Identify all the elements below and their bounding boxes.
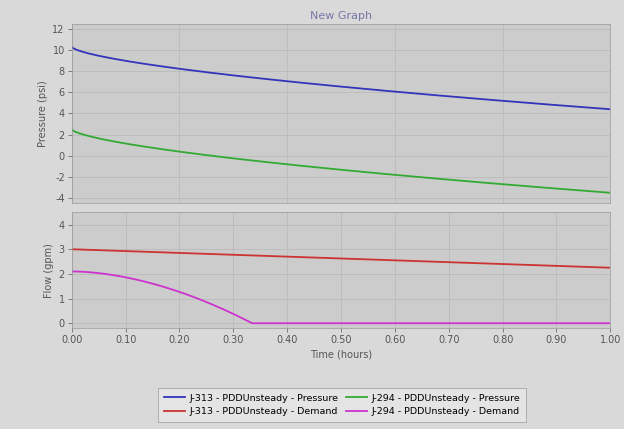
J-294 - PDDUnsteady - Demand bbox=[325, 320, 333, 326]
J-294 - PDDUnsteady - Pressure bbox=[68, 127, 76, 132]
J-313 - PDDUnsteady - Demand bbox=[389, 258, 396, 263]
Y-axis label: Pressure (psi): Pressure (psi) bbox=[38, 80, 48, 147]
J-294 - PDDUnsteady - Demand bbox=[361, 320, 368, 326]
Line: J-294 - PDDUnsteady - Pressure: J-294 - PDDUnsteady - Pressure bbox=[72, 129, 610, 193]
J-313 - PDDUnsteady - Pressure bbox=[389, 89, 396, 94]
J-294 - PDDUnsteady - Pressure bbox=[593, 189, 601, 194]
J-313 - PDDUnsteady - Demand bbox=[68, 247, 76, 252]
J-313 - PDDUnsteady - Pressure bbox=[607, 107, 614, 112]
Title: New Graph: New Graph bbox=[310, 12, 372, 21]
J-294 - PDDUnsteady - Demand bbox=[328, 320, 336, 326]
J-313 - PDDUnsteady - Demand bbox=[593, 265, 601, 270]
J-294 - PDDUnsteady - Pressure bbox=[389, 172, 396, 177]
J-294 - PDDUnsteady - Demand bbox=[250, 320, 257, 326]
J-313 - PDDUnsteady - Demand bbox=[359, 257, 367, 262]
Legend: J-313 - PDDUnsteady - Pressure, J-313 - PDDUnsteady - Demand, J-294 - PDDUnstead: J-313 - PDDUnsteady - Pressure, J-313 - … bbox=[158, 388, 526, 422]
J-294 - PDDUnsteady - Demand bbox=[389, 320, 397, 326]
J-294 - PDDUnsteady - Pressure bbox=[509, 182, 517, 187]
X-axis label: Time (hours): Time (hours) bbox=[310, 349, 372, 360]
J-313 - PDDUnsteady - Pressure bbox=[68, 44, 76, 49]
J-294 - PDDUnsteady - Pressure bbox=[327, 166, 334, 171]
Line: J-313 - PDDUnsteady - Demand: J-313 - PDDUnsteady - Demand bbox=[72, 249, 610, 268]
J-313 - PDDUnsteady - Pressure bbox=[359, 86, 367, 91]
J-294 - PDDUnsteady - Demand bbox=[607, 320, 614, 326]
Y-axis label: Flow (gpm): Flow (gpm) bbox=[44, 243, 54, 298]
J-313 - PDDUnsteady - Pressure bbox=[593, 106, 601, 111]
J-313 - PDDUnsteady - Pressure bbox=[324, 83, 331, 88]
J-313 - PDDUnsteady - Pressure bbox=[327, 83, 334, 88]
J-313 - PDDUnsteady - Demand bbox=[324, 255, 331, 260]
J-294 - PDDUnsteady - Pressure bbox=[607, 190, 614, 195]
J-313 - PDDUnsteady - Demand bbox=[509, 262, 517, 267]
Line: J-294 - PDDUnsteady - Demand: J-294 - PDDUnsteady - Demand bbox=[72, 272, 610, 323]
J-294 - PDDUnsteady - Demand bbox=[595, 320, 602, 326]
J-294 - PDDUnsteady - Demand bbox=[510, 320, 518, 326]
J-294 - PDDUnsteady - Demand bbox=[68, 269, 76, 274]
J-294 - PDDUnsteady - Pressure bbox=[324, 166, 331, 171]
J-313 - PDDUnsteady - Demand bbox=[607, 265, 614, 270]
J-313 - PDDUnsteady - Pressure bbox=[509, 99, 517, 104]
J-294 - PDDUnsteady - Pressure bbox=[359, 169, 367, 175]
Line: J-313 - PDDUnsteady - Pressure: J-313 - PDDUnsteady - Pressure bbox=[72, 47, 610, 109]
J-313 - PDDUnsteady - Demand bbox=[327, 256, 334, 261]
